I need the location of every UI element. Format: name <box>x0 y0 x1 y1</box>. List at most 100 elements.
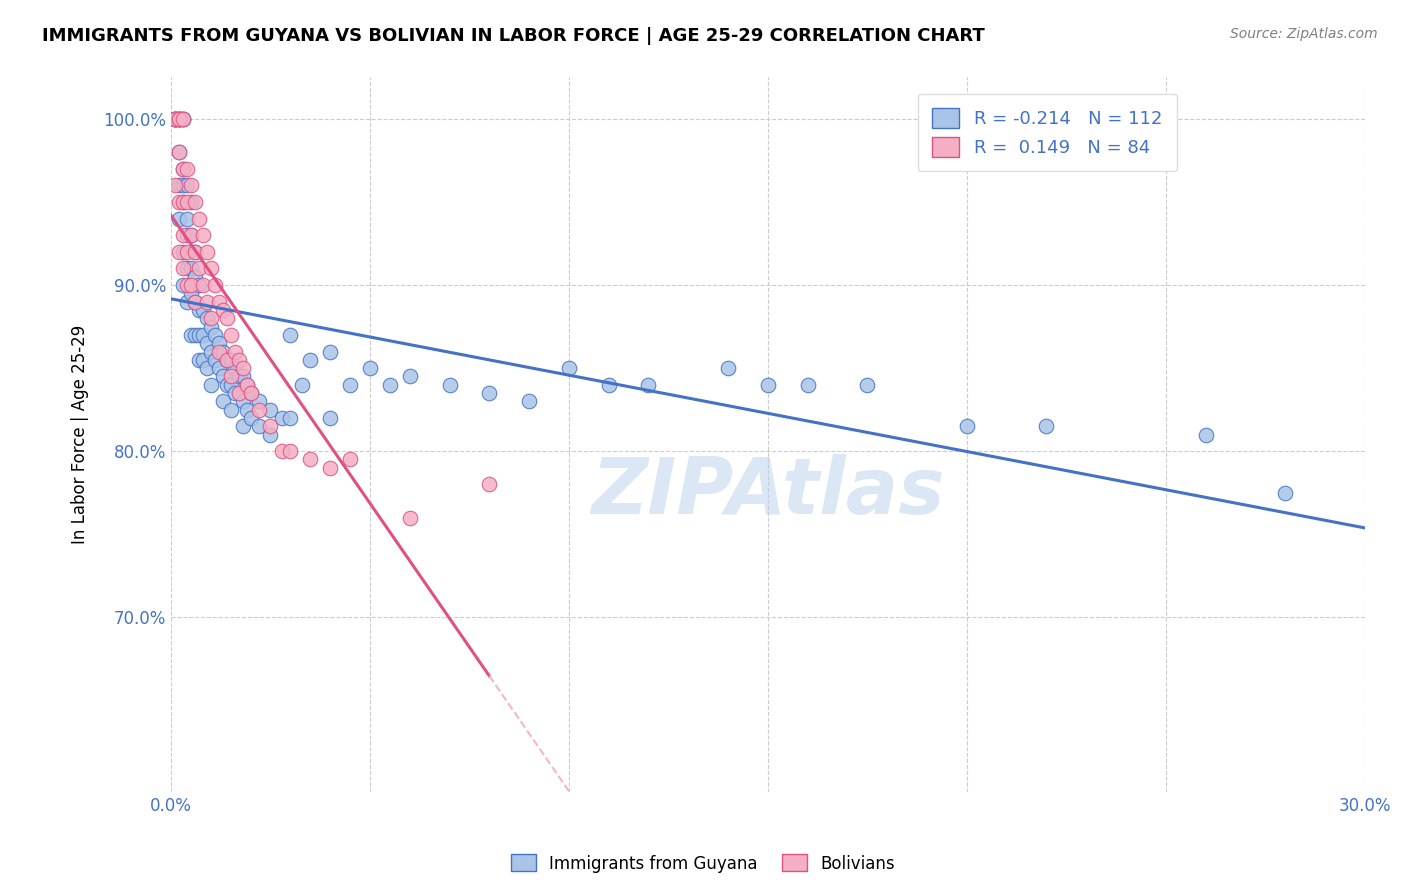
Point <box>208 294 231 309</box>
Point <box>163 112 186 126</box>
Point <box>172 112 194 126</box>
Point <box>232 369 254 384</box>
Legend: R = -0.214   N = 112, R =  0.149   N = 84: R = -0.214 N = 112, R = 0.149 N = 84 <box>918 94 1177 171</box>
Point <box>224 344 246 359</box>
Point <box>180 178 202 193</box>
Point <box>239 386 262 401</box>
Point <box>439 377 461 392</box>
Point <box>187 211 209 226</box>
Point <box>200 319 222 334</box>
Point <box>191 352 214 367</box>
Point <box>478 386 501 401</box>
Point <box>378 377 401 392</box>
Point <box>191 278 214 293</box>
Point <box>215 377 238 392</box>
Point <box>215 311 238 326</box>
Point <box>195 311 218 326</box>
Point <box>219 327 242 342</box>
Point <box>224 386 246 401</box>
Point <box>167 211 190 226</box>
Point <box>219 377 242 392</box>
Point <box>208 361 231 376</box>
Point <box>191 327 214 342</box>
Point <box>228 369 250 384</box>
Point <box>180 286 202 301</box>
Point <box>259 402 281 417</box>
Point <box>398 510 420 524</box>
Point <box>200 311 222 326</box>
Point <box>204 352 226 367</box>
Point <box>280 327 302 342</box>
Point <box>184 327 207 342</box>
Point <box>172 278 194 293</box>
Point <box>163 178 186 193</box>
Point <box>259 419 281 434</box>
Y-axis label: In Labor Force | Age 25-29: In Labor Force | Age 25-29 <box>72 325 89 544</box>
Point <box>163 112 186 126</box>
Point <box>167 145 190 160</box>
Point <box>219 369 242 384</box>
Point <box>187 261 209 276</box>
Point <box>208 344 231 359</box>
Point <box>167 194 190 209</box>
Point <box>204 327 226 342</box>
Point <box>215 352 238 367</box>
Text: Source: ZipAtlas.com: Source: ZipAtlas.com <box>1230 27 1378 41</box>
Point <box>184 244 207 259</box>
Point <box>239 411 262 425</box>
Point <box>172 261 194 276</box>
Point <box>280 411 302 425</box>
Point <box>172 194 194 209</box>
Point <box>167 112 190 126</box>
Point <box>1274 485 1296 500</box>
Point <box>176 178 198 193</box>
Point <box>167 112 190 126</box>
Point <box>163 112 186 126</box>
Point <box>180 327 202 342</box>
Point <box>176 228 198 243</box>
Text: ZIPAtlas: ZIPAtlas <box>591 454 945 530</box>
Text: IMMIGRANTS FROM GUYANA VS BOLIVIAN IN LABOR FORCE | AGE 25-29 CORRELATION CHART: IMMIGRANTS FROM GUYANA VS BOLIVIAN IN LA… <box>42 27 986 45</box>
Point <box>167 112 190 126</box>
Point <box>200 377 222 392</box>
Point <box>195 361 218 376</box>
Point <box>299 452 322 467</box>
Point <box>280 444 302 458</box>
Point <box>208 336 231 351</box>
Point <box>232 394 254 409</box>
Point <box>195 336 218 351</box>
Point <box>200 344 222 359</box>
Point <box>517 394 540 409</box>
Point <box>187 303 209 318</box>
Point <box>184 294 207 309</box>
Point <box>163 112 186 126</box>
Point <box>247 419 270 434</box>
Point <box>176 294 198 309</box>
Point <box>184 294 207 309</box>
Point <box>176 244 198 259</box>
Point <box>239 386 262 401</box>
Point <box>176 278 198 293</box>
Point <box>176 211 198 226</box>
Point <box>235 402 257 417</box>
Point <box>717 361 740 376</box>
Point <box>180 194 202 209</box>
Point <box>319 460 342 475</box>
Point <box>172 161 194 176</box>
Point <box>167 244 190 259</box>
Point <box>232 419 254 434</box>
Point <box>195 244 218 259</box>
Point <box>167 112 190 126</box>
Point <box>856 377 879 392</box>
Point <box>176 194 198 209</box>
Point <box>271 411 294 425</box>
Point <box>163 112 186 126</box>
Point <box>1194 427 1216 442</box>
Point <box>219 402 242 417</box>
Point <box>184 194 207 209</box>
Point <box>756 377 779 392</box>
Point <box>191 228 214 243</box>
Point <box>204 278 226 293</box>
Point <box>228 386 250 401</box>
Point <box>172 194 194 209</box>
